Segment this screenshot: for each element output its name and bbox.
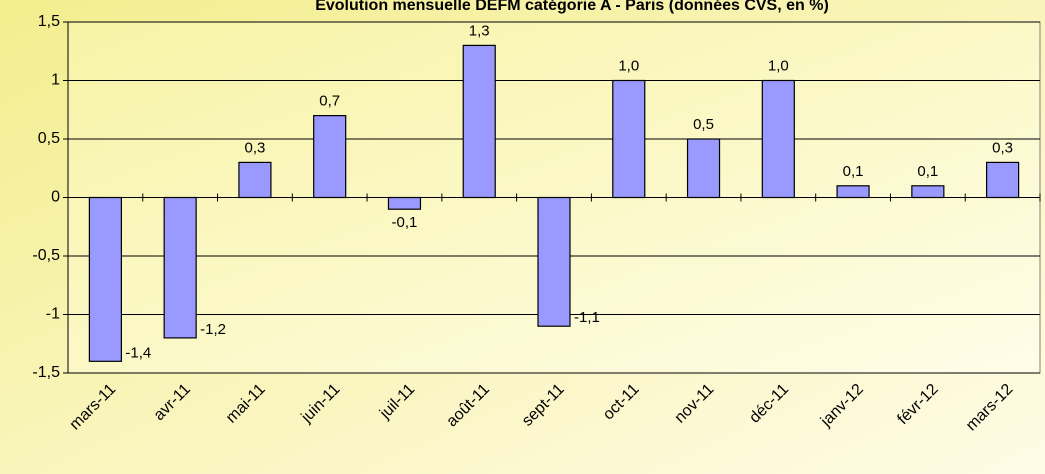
y-tick-label: 1 — [51, 72, 60, 89]
bar — [163, 196, 197, 339]
value-label: 0,3 — [244, 139, 265, 156]
bar — [238, 161, 272, 199]
value-label: 0,1 — [917, 163, 938, 180]
bar — [313, 114, 347, 199]
bar — [761, 79, 795, 199]
bar — [911, 185, 945, 199]
bar — [537, 196, 571, 327]
value-label: 1,3 — [469, 22, 490, 39]
bar — [612, 79, 646, 199]
value-label: 0,1 — [843, 163, 864, 180]
bar — [387, 196, 422, 210]
bar — [686, 138, 721, 199]
y-tick-label: 1,5 — [38, 13, 60, 30]
y-tick-label: 0 — [51, 189, 60, 206]
bar — [462, 44, 496, 199]
value-label: -1,4 — [125, 344, 151, 361]
value-label: 0,5 — [693, 116, 714, 133]
value-label: 0,3 — [992, 139, 1013, 156]
y-tick-label: -0,5 — [32, 247, 60, 264]
bar — [836, 185, 870, 199]
value-label: -0,1 — [392, 214, 418, 231]
bar — [986, 161, 1020, 199]
y-tick-label: -1 — [46, 306, 60, 323]
value-label: -1,2 — [200, 321, 226, 338]
y-tick-label: 0,5 — [38, 130, 60, 147]
value-label: 1,0 — [768, 57, 789, 74]
chart-title: Evolution mensuelle DEFM catégorie A - P… — [315, 0, 829, 14]
value-label: 0,7 — [319, 93, 340, 110]
value-label: -1,1 — [574, 309, 600, 326]
y-tick-label: -1,5 — [32, 364, 60, 381]
value-label: 1,0 — [618, 57, 639, 74]
bar — [88, 196, 122, 362]
